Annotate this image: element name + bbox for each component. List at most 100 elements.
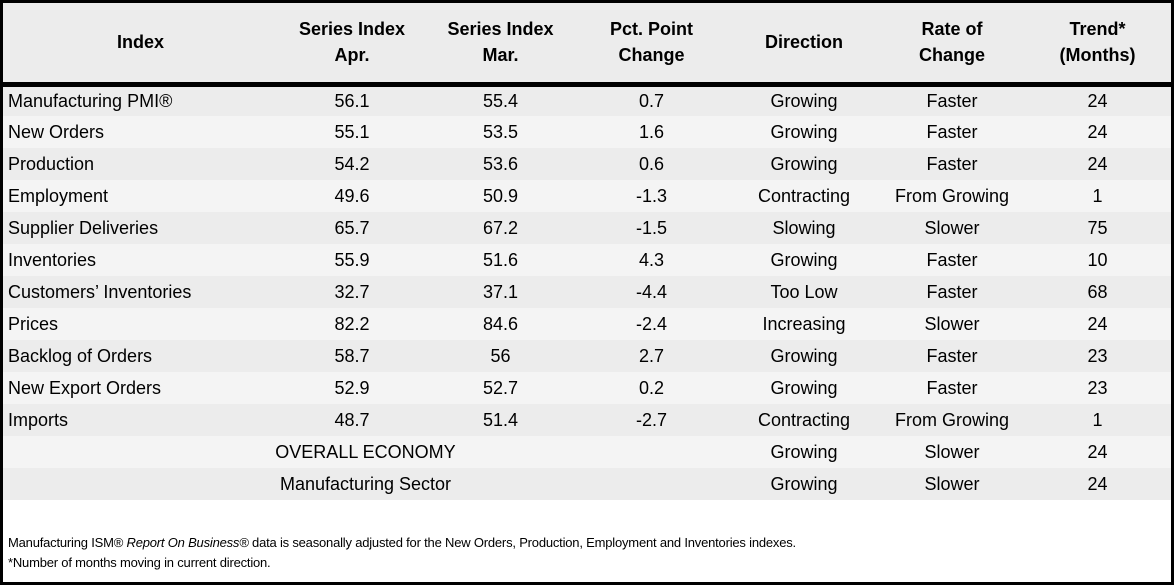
cell-rate: Faster (880, 244, 1024, 276)
footnote-text: data is seasonally adjusted for the New … (248, 535, 796, 550)
cell-change: 2.7 (575, 340, 728, 372)
column-header-trend: Trend* (Months) (1024, 3, 1171, 87)
header-line: Direction (764, 32, 843, 53)
cell-rate: Slower (880, 468, 1024, 500)
cell-rate: Slower (880, 308, 1024, 340)
cell-mar: 37.1 (426, 276, 575, 308)
column-header-direction: Direction (728, 3, 880, 87)
cell-apr: 56.1 (278, 84, 426, 116)
cell-index: Backlog of Orders (3, 340, 278, 372)
table-row: Customers’ Inventories 32.7 37.1 -4.4 Too Lo… (3, 276, 1171, 308)
cell-rate: Faster (880, 148, 1024, 180)
column-header-index: Index (3, 3, 278, 87)
cell-mar: 55.4 (426, 84, 575, 116)
cell-mar: 51.4 (426, 404, 575, 436)
cell-change: -2.7 (575, 404, 728, 436)
cell-index: Supplier Deliveries (3, 212, 278, 244)
cell-apr: 52.9 (278, 372, 426, 404)
table-row: New Export Orders 52.9 52.7 0.2 Growing Faste… (3, 372, 1171, 404)
cell-trend: 24 (1024, 148, 1171, 180)
summary-label: OVERALL ECONOMY (3, 436, 728, 468)
table-row: Manufacturing PMI® 56.1 55.4 0.7 Growing Fast… (3, 84, 1171, 116)
cell-change: 0.6 (575, 148, 728, 180)
header-line: Apr. (334, 45, 370, 66)
cell-mar: 56 (426, 340, 575, 372)
cell-rate: From Growing (880, 404, 1024, 436)
cell-trend: 10 (1024, 244, 1171, 276)
table-row: Production 54.2 53.6 0.6 Growing Faster 24 (3, 148, 1171, 180)
cell-mar: 53.5 (426, 116, 575, 148)
footnote-text: Manufacturing ISM® (8, 535, 127, 550)
cell-trend: 24 (1024, 468, 1171, 500)
footnote-trend-definition: *Number of months moving in current dire… (8, 555, 271, 570)
cell-change: -4.4 (575, 276, 728, 308)
cell-change: 4.3 (575, 244, 728, 276)
header-line: Change (918, 45, 985, 66)
cell-mar: 53.6 (426, 148, 575, 180)
cell-direction: Too Low (728, 276, 880, 308)
cell-direction: Contracting (728, 180, 880, 212)
cell-direction: Growing (728, 84, 880, 116)
cell-index: Inventories (3, 244, 278, 276)
cell-index: New Orders (3, 116, 278, 148)
cell-trend: 24 (1024, 308, 1171, 340)
cell-rate: Faster (880, 84, 1024, 116)
summary-row: Manufacturing Sector Growing Slower 24 (3, 468, 1171, 500)
report-on-business-title: Report On Business® (126, 535, 249, 550)
cell-trend: 24 (1024, 436, 1171, 468)
cell-change: 1.6 (575, 116, 728, 148)
cell-rate: Faster (880, 116, 1024, 148)
header-line: (Months) (1059, 45, 1136, 66)
cell-change: -1.5 (575, 212, 728, 244)
cell-trend: 68 (1024, 276, 1171, 308)
cell-index: Employment (3, 180, 278, 212)
cell-direction: Growing (728, 340, 880, 372)
cell-rate: Faster (880, 276, 1024, 308)
table-row: Inventories 55.9 51.6 4.3 Growing Faster 10 (3, 244, 1171, 276)
cell-trend: 23 (1024, 340, 1171, 372)
cell-trend: 1 (1024, 404, 1171, 436)
table-row: Backlog of Orders 58.7 56 2.7 Growing Faster 2… (3, 340, 1171, 372)
cell-mar: 52.7 (426, 372, 575, 404)
cell-direction: Slowing (728, 212, 880, 244)
cell-direction: Growing (728, 244, 880, 276)
cell-direction: Growing (728, 148, 880, 180)
cell-direction: Contracting (728, 404, 880, 436)
cell-mar: 84.6 (426, 308, 575, 340)
cell-index: Customers’ Inventories (3, 276, 278, 308)
table-row: Supplier Deliveries 65.7 67.2 -1.5 Slowing Sl… (3, 212, 1171, 244)
cell-mar: 50.9 (426, 180, 575, 212)
cell-change: 0.7 (575, 84, 728, 116)
cell-apr: 48.7 (278, 404, 426, 436)
cell-apr: 54.2 (278, 148, 426, 180)
header-line: Rate of (921, 19, 983, 40)
header-line: Pct. Point (609, 19, 693, 40)
cell-direction: Growing (728, 468, 880, 500)
cell-direction: Growing (728, 372, 880, 404)
cell-index: Imports (3, 404, 278, 436)
cell-rate: Faster (880, 340, 1024, 372)
cell-apr: 58.7 (278, 340, 426, 372)
cell-apr: 55.9 (278, 244, 426, 276)
cell-change: -1.3 (575, 180, 728, 212)
header-line: Mar. (482, 45, 519, 66)
table-row: Prices 82.2 84.6 -2.4 Increasing Slower 24 (3, 308, 1171, 340)
cell-apr: 32.7 (278, 276, 426, 308)
summary-label: Manufacturing Sector (3, 468, 728, 500)
column-header-rate-of-change: Rate of Change (880, 3, 1024, 87)
cell-trend: 23 (1024, 372, 1171, 404)
header-line: Index (116, 32, 164, 53)
header-row: Index Series Index Apr. Series Index Mar. … (3, 3, 1171, 87)
cell-apr: 82.2 (278, 308, 426, 340)
cell-direction: Growing (728, 436, 880, 468)
cell-rate: Slower (880, 212, 1024, 244)
cell-index: Production (3, 148, 278, 180)
column-header-pct-change: Pct. Point Change (575, 3, 728, 87)
cell-mar: 67.2 (426, 212, 575, 244)
cell-direction: Growing (728, 116, 880, 148)
column-header-series-mar: Series Index Mar. (426, 3, 575, 87)
cell-index: Manufacturing PMI® (3, 84, 278, 116)
cell-trend: 24 (1024, 84, 1171, 116)
header-line: Change (618, 45, 685, 66)
